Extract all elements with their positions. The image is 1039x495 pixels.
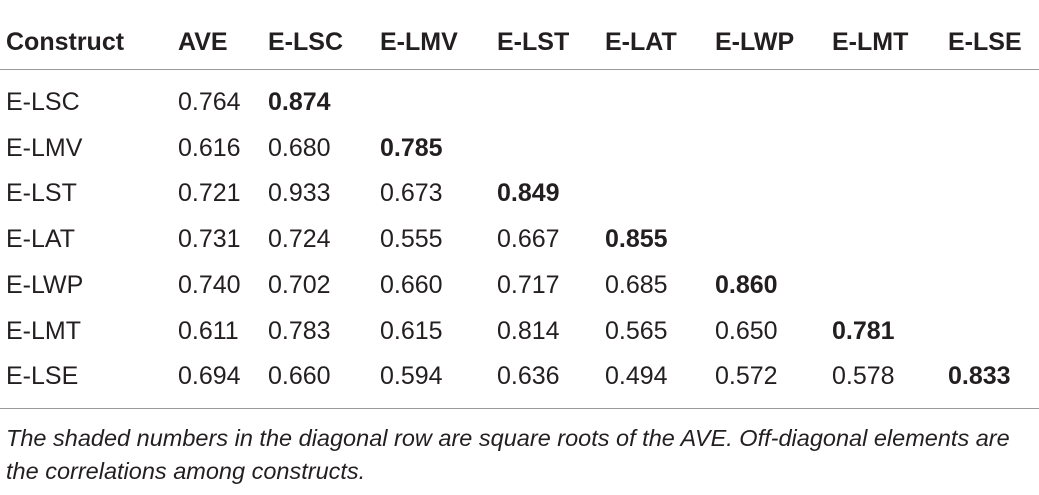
table-cell: 0.731 (178, 225, 241, 254)
table-cell: 0.849 (497, 179, 560, 208)
column-header: E-LMV (380, 28, 458, 56)
column-header: E-LST (497, 28, 570, 56)
table-cell: 0.611 (178, 316, 239, 345)
header-rule (0, 69, 1039, 70)
table-cell: 0.785 (380, 133, 443, 162)
table-cell: 0.578 (832, 362, 895, 391)
table-cell: 0.874 (268, 88, 331, 116)
table-cell: 0.594 (380, 362, 443, 391)
column-header: E-LAT (605, 28, 677, 56)
table-cell: 0.855 (605, 225, 668, 254)
bottom-rule (0, 408, 1039, 409)
column-header: E-LSC (268, 28, 343, 56)
table-cell: 0.667 (497, 225, 560, 254)
table-cell: 0.565 (605, 316, 668, 345)
table-cell: 0.660 (268, 362, 331, 391)
table-cell: 0.555 (380, 225, 443, 254)
table-cell: 0.724 (268, 225, 331, 254)
table-cell: 0.685 (605, 270, 668, 299)
column-header: E-LMT (832, 28, 909, 56)
table-cell: 0.572 (715, 362, 778, 391)
table-cell: 0.783 (268, 316, 331, 345)
table-cell: 0.860 (715, 270, 778, 299)
table-cell: 0.494 (605, 362, 668, 391)
column-header: E-LSE (948, 28, 1022, 56)
table-cell: 0.616 (178, 133, 241, 162)
table-cell: 0.933 (268, 179, 331, 208)
table-cell: 0.673 (380, 179, 443, 208)
table-cell: 0.814 (497, 316, 560, 345)
table-cell: 0.721 (178, 179, 241, 208)
row-header: E-LSC (6, 88, 80, 116)
column-header: AVE (178, 28, 228, 56)
row-header: E-LWP (6, 270, 84, 299)
row-header: E-LAT (6, 225, 75, 254)
column-header: Construct (6, 28, 125, 56)
table-cell: 0.636 (497, 362, 560, 391)
row-header: E-LSE (6, 362, 79, 391)
row-header: E-LMT (6, 316, 81, 345)
table-cell: 0.781 (832, 316, 895, 345)
table-cell: 0.660 (380, 270, 443, 299)
table-cell: 0.680 (268, 133, 331, 162)
table-cell: 0.764 (178, 88, 241, 116)
table-cell: 0.740 (178, 270, 241, 299)
table-cell: 0.833 (948, 362, 1011, 391)
table-cell: 0.615 (380, 316, 443, 345)
table-cell: 0.702 (268, 270, 331, 299)
row-header: E-LST (6, 179, 77, 208)
footnote: The shaded numbers in the diagonal row a… (6, 425, 1010, 484)
row-header: E-LMV (6, 133, 83, 162)
column-header: E-LWP (715, 28, 795, 56)
table-cell: 0.650 (715, 316, 778, 345)
table-cell: 0.694 (178, 362, 241, 391)
table-cell: 0.717 (497, 270, 560, 299)
